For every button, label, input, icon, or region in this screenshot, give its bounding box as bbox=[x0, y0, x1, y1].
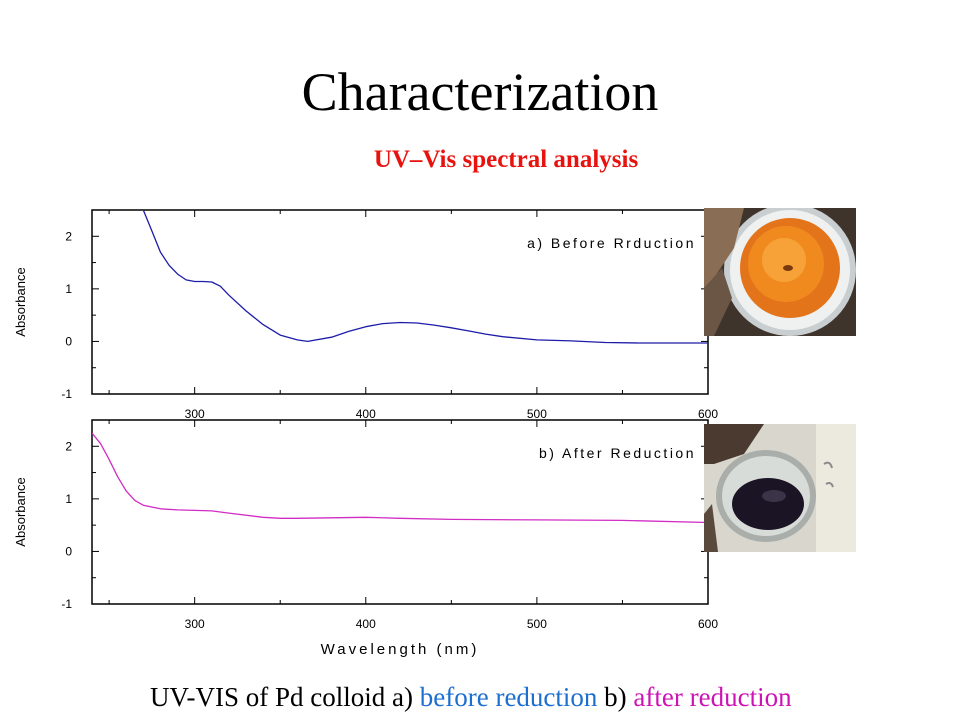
slide-title: Characterization bbox=[301, 62, 659, 122]
x-axis-label: Wavelength (nm) bbox=[321, 641, 480, 658]
y-tick-label: -1 bbox=[61, 387, 72, 401]
x-tick-label: 600 bbox=[698, 407, 718, 421]
x-tick-label: 400 bbox=[356, 407, 376, 421]
caption: UV-VIS of Pd colloid a) before reduction… bbox=[150, 680, 792, 714]
orange-solution-photo bbox=[704, 208, 856, 336]
chart-before-reduction: 300 400 500 600 -1 0 1 2 Absorbance a) Before Rrd… bbox=[13, 209, 718, 421]
chart-annotation: b) After Reduction bbox=[539, 445, 696, 461]
x-tick-label: 500 bbox=[527, 407, 547, 421]
spectrum-line bbox=[142, 210, 708, 344]
dark-colloid-photo bbox=[704, 424, 856, 552]
caption-mid: b) bbox=[597, 682, 634, 712]
y-tick-label: 0 bbox=[65, 334, 72, 348]
y-tick-label: 0 bbox=[65, 544, 72, 558]
y-tick-label: 1 bbox=[65, 282, 72, 296]
slide-subtitle: UV–Vis spectral analysis bbox=[373, 146, 639, 173]
spectrum-line bbox=[92, 432, 708, 524]
caption-after-reduction: after reduction bbox=[633, 682, 792, 712]
chart-annotation: a) Before Rrduction bbox=[527, 235, 696, 251]
x-tick-label: 300 bbox=[185, 407, 205, 421]
y-tick-label: 1 bbox=[65, 492, 72, 506]
caption-prefix: UV-VIS of Pd colloid a) bbox=[150, 682, 420, 712]
x-tick-label: 500 bbox=[527, 617, 547, 631]
x-tick-label: 600 bbox=[698, 617, 718, 631]
x-tick-label: 400 bbox=[356, 617, 376, 631]
y-tick-label: 2 bbox=[65, 229, 72, 243]
y-tick-label: 2 bbox=[65, 439, 72, 453]
x-tick-label: 300 bbox=[185, 617, 205, 631]
caption-before-reduction: before reduction bbox=[419, 682, 598, 712]
y-tick-label: -1 bbox=[61, 597, 72, 611]
y-axis-label: Absorbance bbox=[13, 477, 28, 546]
chart-after-reduction: 300 400 500 600 -1 0 1 2 Absorbance Wavelength (n… bbox=[13, 419, 718, 658]
y-axis-label: Absorbance bbox=[13, 267, 28, 336]
